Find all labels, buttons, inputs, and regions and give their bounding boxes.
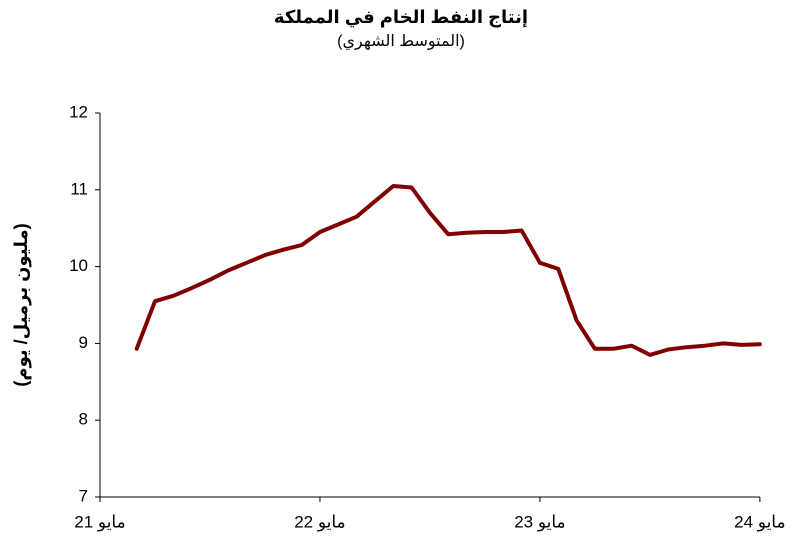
y-tick-label: 9 [79,333,88,352]
y-tick-label: 11 [70,179,88,198]
y-tick-label: 7 [79,486,88,505]
y-tick-label: 10 [69,256,88,275]
chart-subtitle: (المتوسط الشهري) [337,33,465,51]
x-tick-label: مايو 21 [74,512,125,531]
y-tick-label: 8 [79,410,88,429]
chart-title: إنتاج النفط الخام في المملكة [274,7,528,28]
x-tick-label: مايو 24 [734,512,785,531]
y-axis-label: (مليون برميل/ يوم) [11,223,32,386]
x-tick-label: مايو 23 [514,512,565,531]
y-tick-label: 12 [69,102,88,121]
x-tick-label: مايو 22 [294,512,345,531]
data-line [134,184,762,357]
